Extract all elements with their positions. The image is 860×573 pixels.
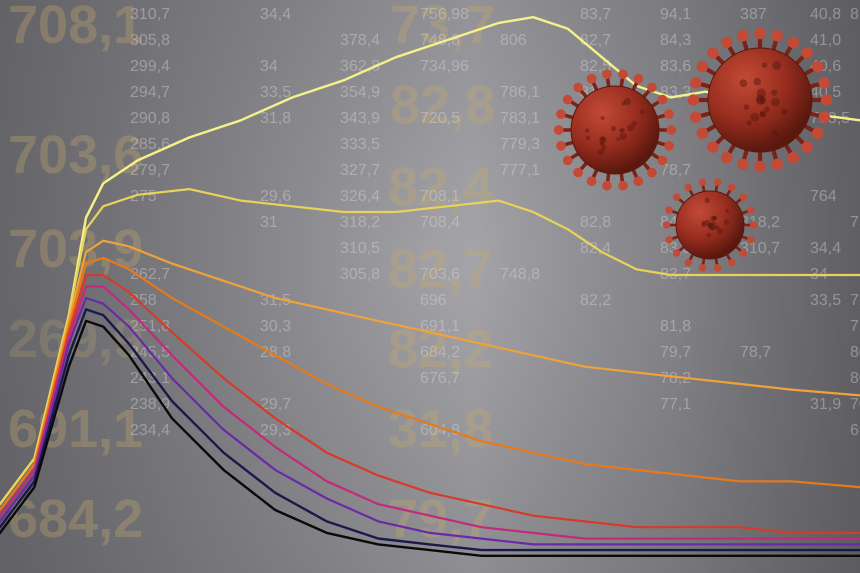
chart-stage: 708,173,782,8703,682,4703,982,7269,982,2…	[0, 0, 860, 573]
virus-icon	[663, 178, 758, 271]
series-navy	[0, 309, 860, 550]
series-magenta	[0, 287, 860, 539]
series-orange-upper	[0, 241, 860, 510]
virus-icon	[688, 28, 833, 173]
series-black	[0, 321, 860, 556]
virus-icon	[554, 69, 676, 190]
series-purple	[0, 298, 860, 544]
line-chart	[0, 0, 860, 573]
series-red	[0, 275, 860, 533]
